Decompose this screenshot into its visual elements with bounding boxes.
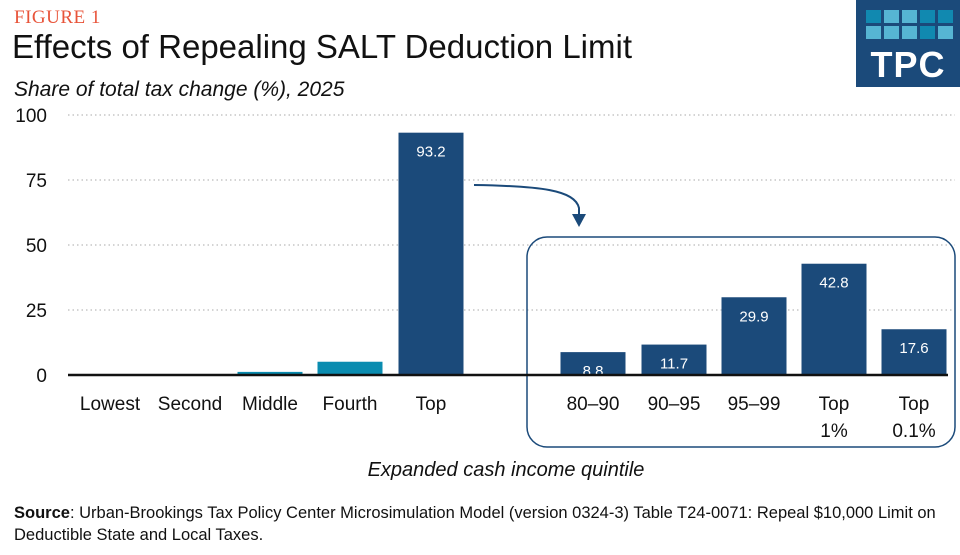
figure-label: FIGURE 1 [14,7,101,28]
logo-cell [920,26,935,39]
arrow-head [572,214,586,227]
logo-cell [920,10,935,23]
bar [398,132,464,375]
x-tick-label: Middle [242,394,298,415]
source-label: Source [14,504,70,522]
logo-cell [884,26,899,39]
bar [560,352,626,375]
x-tick-label: Second [158,394,222,415]
chart-title: Effects of Repealing SALT Deduction Limi… [12,28,633,65]
logo-cell [902,26,917,39]
data-label: 11.7 [660,356,688,373]
x-tick-label: 95–99 [728,394,781,415]
x-tick-label: Top [819,394,850,415]
source-text: : Urban-Brookings Tax Policy Center Micr… [14,504,936,544]
arrow-line [473,184,580,215]
x-tick-label: Top [899,394,930,415]
data-label: 93.2 [416,144,445,161]
x-tick-label: Top [416,394,447,415]
y-tick-label: 0 [36,366,47,387]
y-tick-label: 100 [15,106,47,127]
chart: 0 25 50 75 100 Lowest Second Middle Fourth 93.2 To… [15,106,956,481]
x-tick-label: 0.1% [892,421,935,442]
data-label: 42.8 [819,275,848,292]
data-label: 17.6 [899,340,928,357]
logo-cell [902,10,917,23]
bar [641,344,707,375]
inset-box [526,236,956,448]
logo-grid [866,10,953,39]
x-tick-label: 90–95 [648,394,701,415]
bar [237,371,303,375]
logo-cell [866,26,881,39]
logo-cell [938,10,953,23]
bar [881,329,947,375]
tpc-logo: TPC [856,0,960,87]
y-tick-label: 50 [26,236,47,257]
logo-cell [938,26,953,39]
data-label: 8.8 [583,363,604,380]
x-axis-label: Expanded cash income quintile [368,459,645,481]
logo-cell [866,10,881,23]
bar [721,297,787,375]
bar [317,361,383,375]
x-tick-label: Lowest [80,394,141,415]
data-label: 29.9 [739,308,768,325]
chart-subtitle: Share of total tax change (%), 2025 [14,78,345,101]
logo-cell [884,10,899,23]
source-note: Source: Urban-Brookings Tax Policy Cente… [14,502,954,546]
logo-text: TPC [870,44,946,85]
y-tick-label: 75 [26,171,47,192]
x-tick-label: 80–90 [567,394,620,415]
bar [801,263,867,375]
y-tick-label: 25 [26,301,47,322]
x-tick-label: Fourth [323,394,378,415]
x-tick-label: 1% [820,421,848,442]
